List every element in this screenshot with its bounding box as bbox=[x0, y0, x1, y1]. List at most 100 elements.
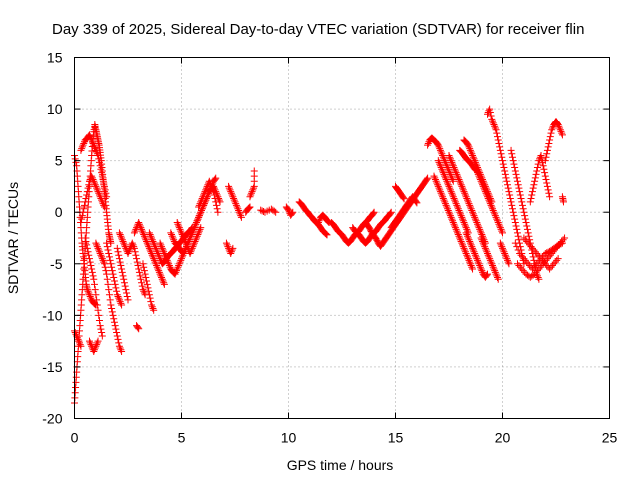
data-point bbox=[497, 225, 505, 233]
data-point bbox=[108, 308, 116, 316]
data-point bbox=[178, 231, 186, 239]
x-axis-label: GPS time / hours bbox=[287, 457, 394, 473]
data-point bbox=[98, 198, 106, 206]
data-point bbox=[115, 296, 123, 304]
data-point bbox=[117, 232, 125, 240]
data-point bbox=[475, 224, 483, 232]
data-point bbox=[486, 256, 494, 264]
data-point bbox=[148, 249, 156, 257]
data-point bbox=[459, 217, 467, 225]
data-point bbox=[133, 258, 141, 266]
data-point bbox=[162, 253, 170, 261]
data-point bbox=[543, 179, 551, 187]
data-point bbox=[212, 201, 220, 209]
data-point bbox=[531, 248, 539, 256]
data-point bbox=[246, 193, 254, 201]
data-point bbox=[135, 268, 143, 276]
data-point bbox=[133, 255, 141, 263]
data-point bbox=[102, 267, 110, 275]
data-point bbox=[88, 138, 96, 146]
data-point bbox=[93, 186, 101, 194]
data-point bbox=[91, 145, 99, 153]
data-point bbox=[100, 179, 108, 187]
data-point bbox=[474, 222, 482, 230]
data-point bbox=[189, 227, 197, 235]
data-point bbox=[530, 246, 538, 254]
data-point bbox=[499, 229, 506, 237]
data-point bbox=[524, 239, 532, 247]
data-point bbox=[498, 243, 506, 251]
data-point bbox=[103, 243, 111, 251]
data-point bbox=[88, 265, 96, 273]
data-point bbox=[370, 208, 378, 216]
data-point bbox=[124, 249, 132, 257]
data-point bbox=[440, 155, 448, 163]
data-point bbox=[88, 174, 96, 182]
data-point bbox=[501, 170, 509, 178]
data-point bbox=[120, 275, 128, 283]
data-point bbox=[159, 246, 167, 254]
data-point bbox=[539, 162, 547, 170]
data-point bbox=[459, 243, 467, 251]
data-point bbox=[466, 237, 474, 245]
data-point bbox=[113, 332, 121, 340]
data-point bbox=[141, 234, 149, 242]
data-point bbox=[461, 191, 469, 199]
data-point bbox=[435, 143, 443, 151]
data-point bbox=[452, 169, 460, 177]
data-point bbox=[80, 201, 88, 209]
data-point bbox=[270, 207, 278, 215]
data-point bbox=[228, 246, 236, 254]
data-point bbox=[434, 157, 442, 165]
data-point bbox=[502, 253, 510, 261]
data-point bbox=[99, 256, 107, 264]
data-point bbox=[456, 177, 464, 185]
data-point bbox=[197, 198, 205, 206]
data-point bbox=[533, 267, 541, 275]
data-point bbox=[542, 176, 550, 184]
data-point bbox=[195, 229, 203, 237]
data-point bbox=[477, 172, 485, 180]
data-point bbox=[494, 275, 502, 283]
data-point bbox=[501, 249, 509, 257]
data-point bbox=[471, 249, 479, 257]
data-point bbox=[82, 194, 90, 202]
data-point bbox=[499, 244, 506, 252]
data-point bbox=[93, 341, 101, 349]
data-point bbox=[100, 182, 108, 190]
data-point bbox=[175, 222, 183, 230]
data-point bbox=[84, 287, 92, 295]
data-point bbox=[544, 143, 552, 151]
data-point bbox=[102, 189, 110, 197]
data-point bbox=[97, 165, 105, 173]
data-point bbox=[138, 227, 146, 235]
data-point bbox=[114, 292, 122, 300]
data-point bbox=[140, 231, 148, 239]
data-point bbox=[322, 230, 330, 238]
data-point bbox=[202, 186, 210, 194]
data-point bbox=[553, 243, 561, 251]
data-point bbox=[105, 291, 113, 299]
data-point bbox=[485, 107, 493, 115]
data-point bbox=[120, 239, 128, 247]
data-point bbox=[103, 275, 111, 283]
data-point bbox=[532, 268, 540, 276]
data-point bbox=[460, 244, 468, 252]
data-point bbox=[553, 256, 561, 264]
data-point bbox=[96, 249, 104, 257]
data-point bbox=[197, 206, 205, 214]
data-point bbox=[511, 167, 519, 175]
data-point bbox=[150, 241, 158, 249]
data-point bbox=[90, 275, 98, 283]
data-point bbox=[484, 110, 492, 118]
data-point bbox=[82, 237, 90, 245]
data-point bbox=[468, 150, 476, 158]
data-point bbox=[481, 244, 489, 252]
data-point bbox=[86, 339, 94, 347]
data-point bbox=[110, 318, 118, 326]
data-point bbox=[464, 234, 472, 242]
data-point bbox=[196, 210, 204, 218]
data-point bbox=[130, 229, 138, 237]
data-point bbox=[516, 263, 524, 271]
data-point bbox=[516, 191, 524, 199]
